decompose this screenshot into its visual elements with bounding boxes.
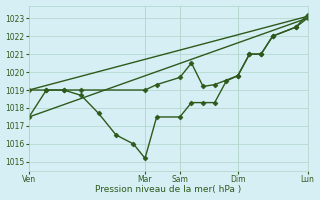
X-axis label: Pression niveau de la mer( hPa ): Pression niveau de la mer( hPa ) xyxy=(95,185,241,194)
